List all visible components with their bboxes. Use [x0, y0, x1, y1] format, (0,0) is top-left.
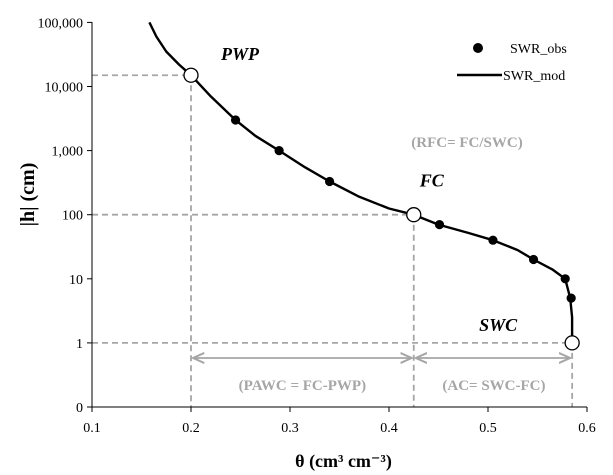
- pawc-label: (PAWC = FC-PWP): [239, 378, 366, 394]
- y-tick-label: 1: [76, 337, 83, 352]
- axes: 0.1 0.2 0.3 0.4 0.5 0.6 0 1 10 100 1,000 10,000 100,…: [17, 16, 596, 472]
- x-tick-label: 0.5: [479, 421, 497, 436]
- x-tick-label: 0.2: [182, 421, 200, 436]
- x-tick-label: 0.1: [83, 421, 101, 436]
- swr-obs-point: [274, 146, 284, 156]
- y-tick-label: 10: [69, 273, 83, 288]
- swr-obs-point: [528, 254, 539, 265]
- guide-lines: [92, 74, 574, 407]
- key-point-label-pwp: PWP: [220, 44, 260, 64]
- y-tick-label: 0: [76, 401, 83, 416]
- x-tick-label: 0.6: [578, 421, 596, 436]
- key-point-label-fc: FC: [419, 171, 445, 191]
- legend-swr-mod-label: SWR_mod: [503, 69, 565, 84]
- swr-obs-point: [230, 115, 241, 125]
- key-points-layer: PWP FC SWC: [183, 44, 580, 351]
- y-tick-label: 10,000: [45, 81, 84, 96]
- swr-obs-layer: [230, 115, 576, 303]
- x-axis-title: θ (cm³ cm⁻³): [295, 451, 392, 472]
- key-point-swc: [564, 335, 580, 351]
- ac-label: (AC= SWC-FC): [442, 378, 545, 394]
- swr-obs-point: [434, 220, 445, 230]
- swr-obs-point: [325, 176, 335, 187]
- legend: SWR_obs SWR_mod: [457, 42, 567, 84]
- key-point-fc: [406, 207, 422, 223]
- rfc-label: (RFC= FC/SWC): [411, 135, 522, 151]
- swr-obs-point: [488, 235, 498, 245]
- key-point-label-swc: SWC: [479, 315, 518, 335]
- y-tick-label: 100: [62, 209, 83, 224]
- x-tick-label: 0.4: [380, 421, 398, 436]
- y-tick-label: 100,000: [38, 16, 84, 31]
- swr-obs-point: [560, 274, 570, 284]
- swr-obs-point: [566, 293, 576, 303]
- y-axis-title: |h| (cm): [17, 163, 39, 227]
- x-tick-label: 0.3: [281, 421, 299, 436]
- key-point-pwp: [183, 67, 199, 83]
- legend-swr-obs-label: SWR_obs: [510, 42, 567, 57]
- legend-swr-obs-marker: [473, 43, 483, 53]
- annotations-layer: (PAWC = FC-PWP) (AC= SWC-FC) (RFC= FC/SWC): [193, 135, 570, 394]
- y-tick-label: 1,000: [52, 145, 84, 160]
